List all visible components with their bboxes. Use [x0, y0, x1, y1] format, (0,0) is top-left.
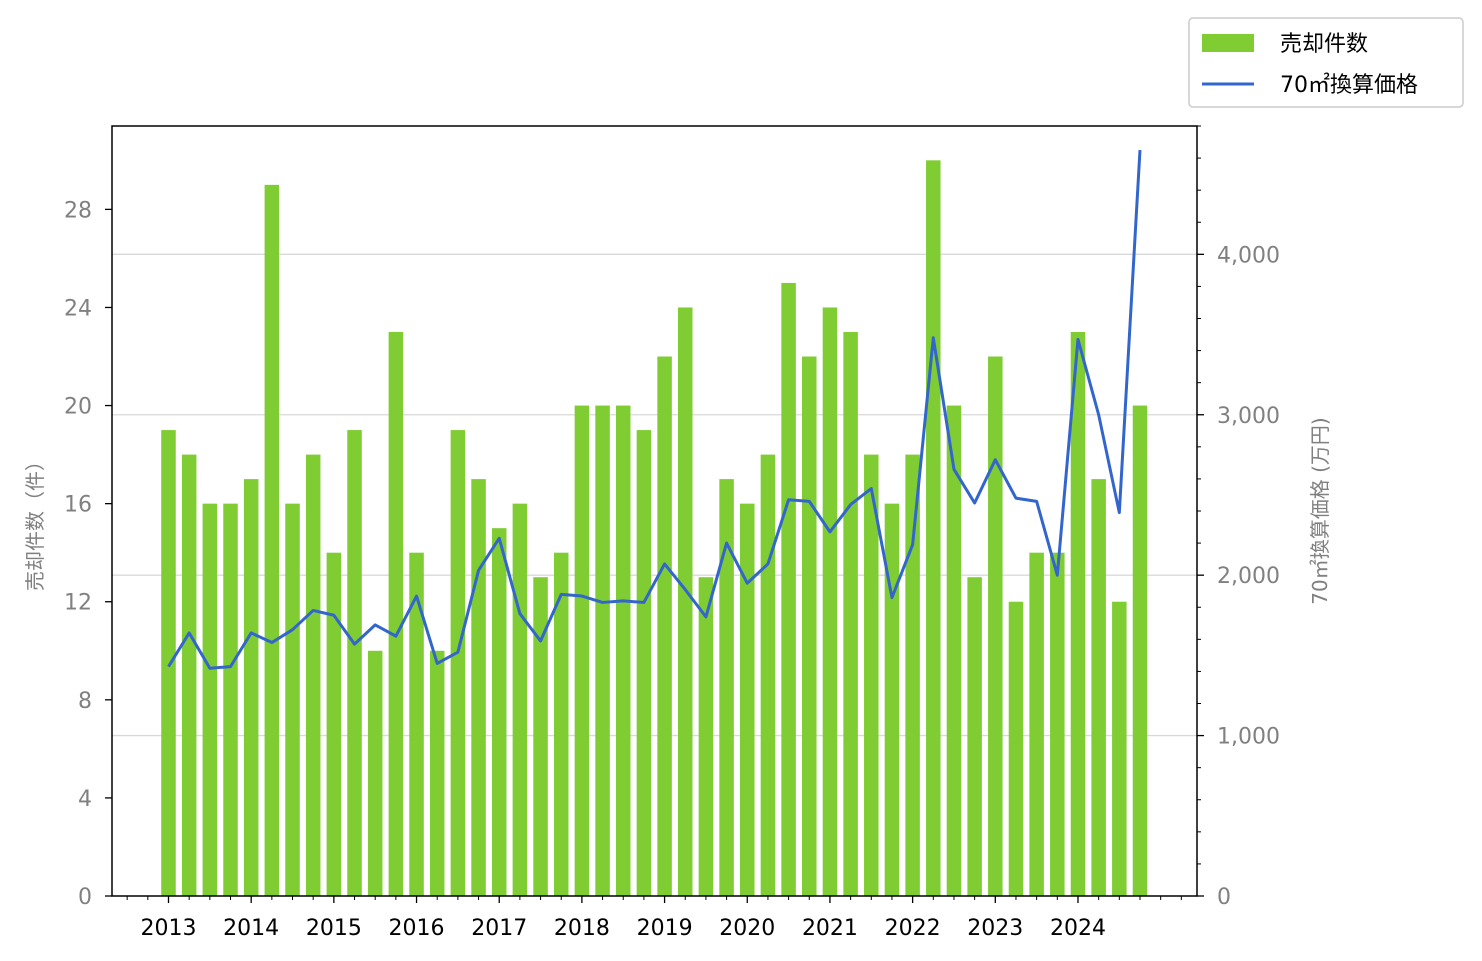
bar	[988, 356, 1003, 897]
left-tick-label: 28	[64, 198, 92, 223]
bar	[905, 454, 920, 896]
x-tick-label: 2023	[967, 916, 1023, 941]
bar	[1008, 601, 1024, 896]
bar	[161, 430, 176, 896]
bar	[946, 405, 962, 896]
bar	[1091, 479, 1106, 896]
bar	[781, 282, 796, 896]
bar	[802, 356, 817, 897]
bar	[719, 479, 734, 896]
bar	[615, 405, 631, 896]
bar	[450, 430, 466, 896]
bar	[512, 503, 528, 896]
x-axis-ticks: 2013 2014 2015 2016 2017 2018 2019 2020 2021 2022…	[126, 896, 1182, 941]
bar	[223, 503, 238, 896]
x-tick-label: 2021	[802, 916, 858, 941]
bar	[181, 454, 197, 896]
bar	[1070, 331, 1086, 896]
left-tick-label: 8	[78, 689, 92, 714]
left-tick-label: 16	[64, 493, 92, 518]
bar	[409, 552, 424, 896]
bar	[843, 331, 858, 896]
legend-label-line: 70㎡換算価格	[1280, 72, 1418, 98]
bar	[595, 405, 610, 896]
bar	[740, 503, 755, 896]
x-tick-label: 2015	[306, 916, 362, 941]
left-tick-label: 4	[78, 787, 92, 812]
bar	[305, 454, 321, 896]
x-tick-label: 2013	[141, 916, 197, 941]
x-tick-label: 2016	[389, 916, 445, 941]
left-tick-label: 0	[78, 885, 92, 910]
bar	[326, 552, 342, 896]
right-tick-label: 3,000	[1217, 404, 1280, 429]
right-tick-label: 0	[1217, 885, 1231, 910]
x-tick-label: 2019	[637, 916, 693, 941]
bar	[678, 307, 693, 896]
bar	[636, 430, 652, 896]
x-tick-label: 2024	[1050, 916, 1106, 941]
bar	[285, 503, 300, 896]
left-axis-label: 売却件数（件）	[23, 451, 47, 591]
legend-label-bar: 売却件数	[1280, 32, 1368, 57]
bar	[202, 503, 218, 896]
bar	[1132, 405, 1148, 896]
bar	[491, 528, 507, 896]
x-tick-label: 2022	[885, 916, 941, 941]
x-tick-label: 2017	[471, 916, 527, 941]
bar	[1050, 552, 1065, 896]
bar	[471, 479, 486, 896]
bar	[574, 405, 590, 896]
bar	[822, 307, 838, 896]
bar	[864, 454, 879, 896]
left-tick-label: 24	[64, 296, 92, 321]
left-tick-label: 20	[64, 395, 92, 420]
bar	[698, 577, 714, 896]
bar	[884, 503, 900, 896]
bar	[367, 650, 383, 896]
right-tick-label: 1,000	[1217, 725, 1280, 750]
right-tick-label: 2,000	[1217, 564, 1280, 589]
bar-series	[161, 160, 1148, 897]
legend-box	[1188, 17, 1464, 108]
bar	[553, 552, 569, 896]
left-tick-label: 12	[64, 591, 92, 616]
right-axis-ticks: 0 1,000 2,000 3,000 4,000	[1197, 125, 1280, 910]
right-tick-label: 4,000	[1217, 243, 1280, 268]
bar	[347, 430, 362, 896]
x-tick-label: 2014	[223, 916, 279, 941]
bar	[926, 160, 941, 897]
bar	[388, 331, 404, 896]
left-axis-ticks: 0 4 8 12 16 20 24 28	[64, 198, 112, 910]
bar	[657, 356, 672, 897]
bar	[1029, 552, 1044, 896]
bar	[429, 650, 445, 896]
bar	[967, 577, 982, 896]
bar	[533, 577, 548, 896]
line-series	[167, 149, 1142, 670]
x-tick-label: 2018	[554, 916, 610, 941]
bar	[264, 184, 280, 896]
bar	[243, 479, 259, 896]
x-tick-label: 2020	[719, 916, 775, 941]
bar	[760, 454, 776, 896]
bar	[1112, 601, 1127, 896]
legend-swatch-bar	[1202, 34, 1254, 52]
right-axis-label: 70㎡換算価格 (万円)	[1308, 417, 1332, 604]
legend: 売却件数 70㎡換算価格	[1188, 17, 1464, 108]
